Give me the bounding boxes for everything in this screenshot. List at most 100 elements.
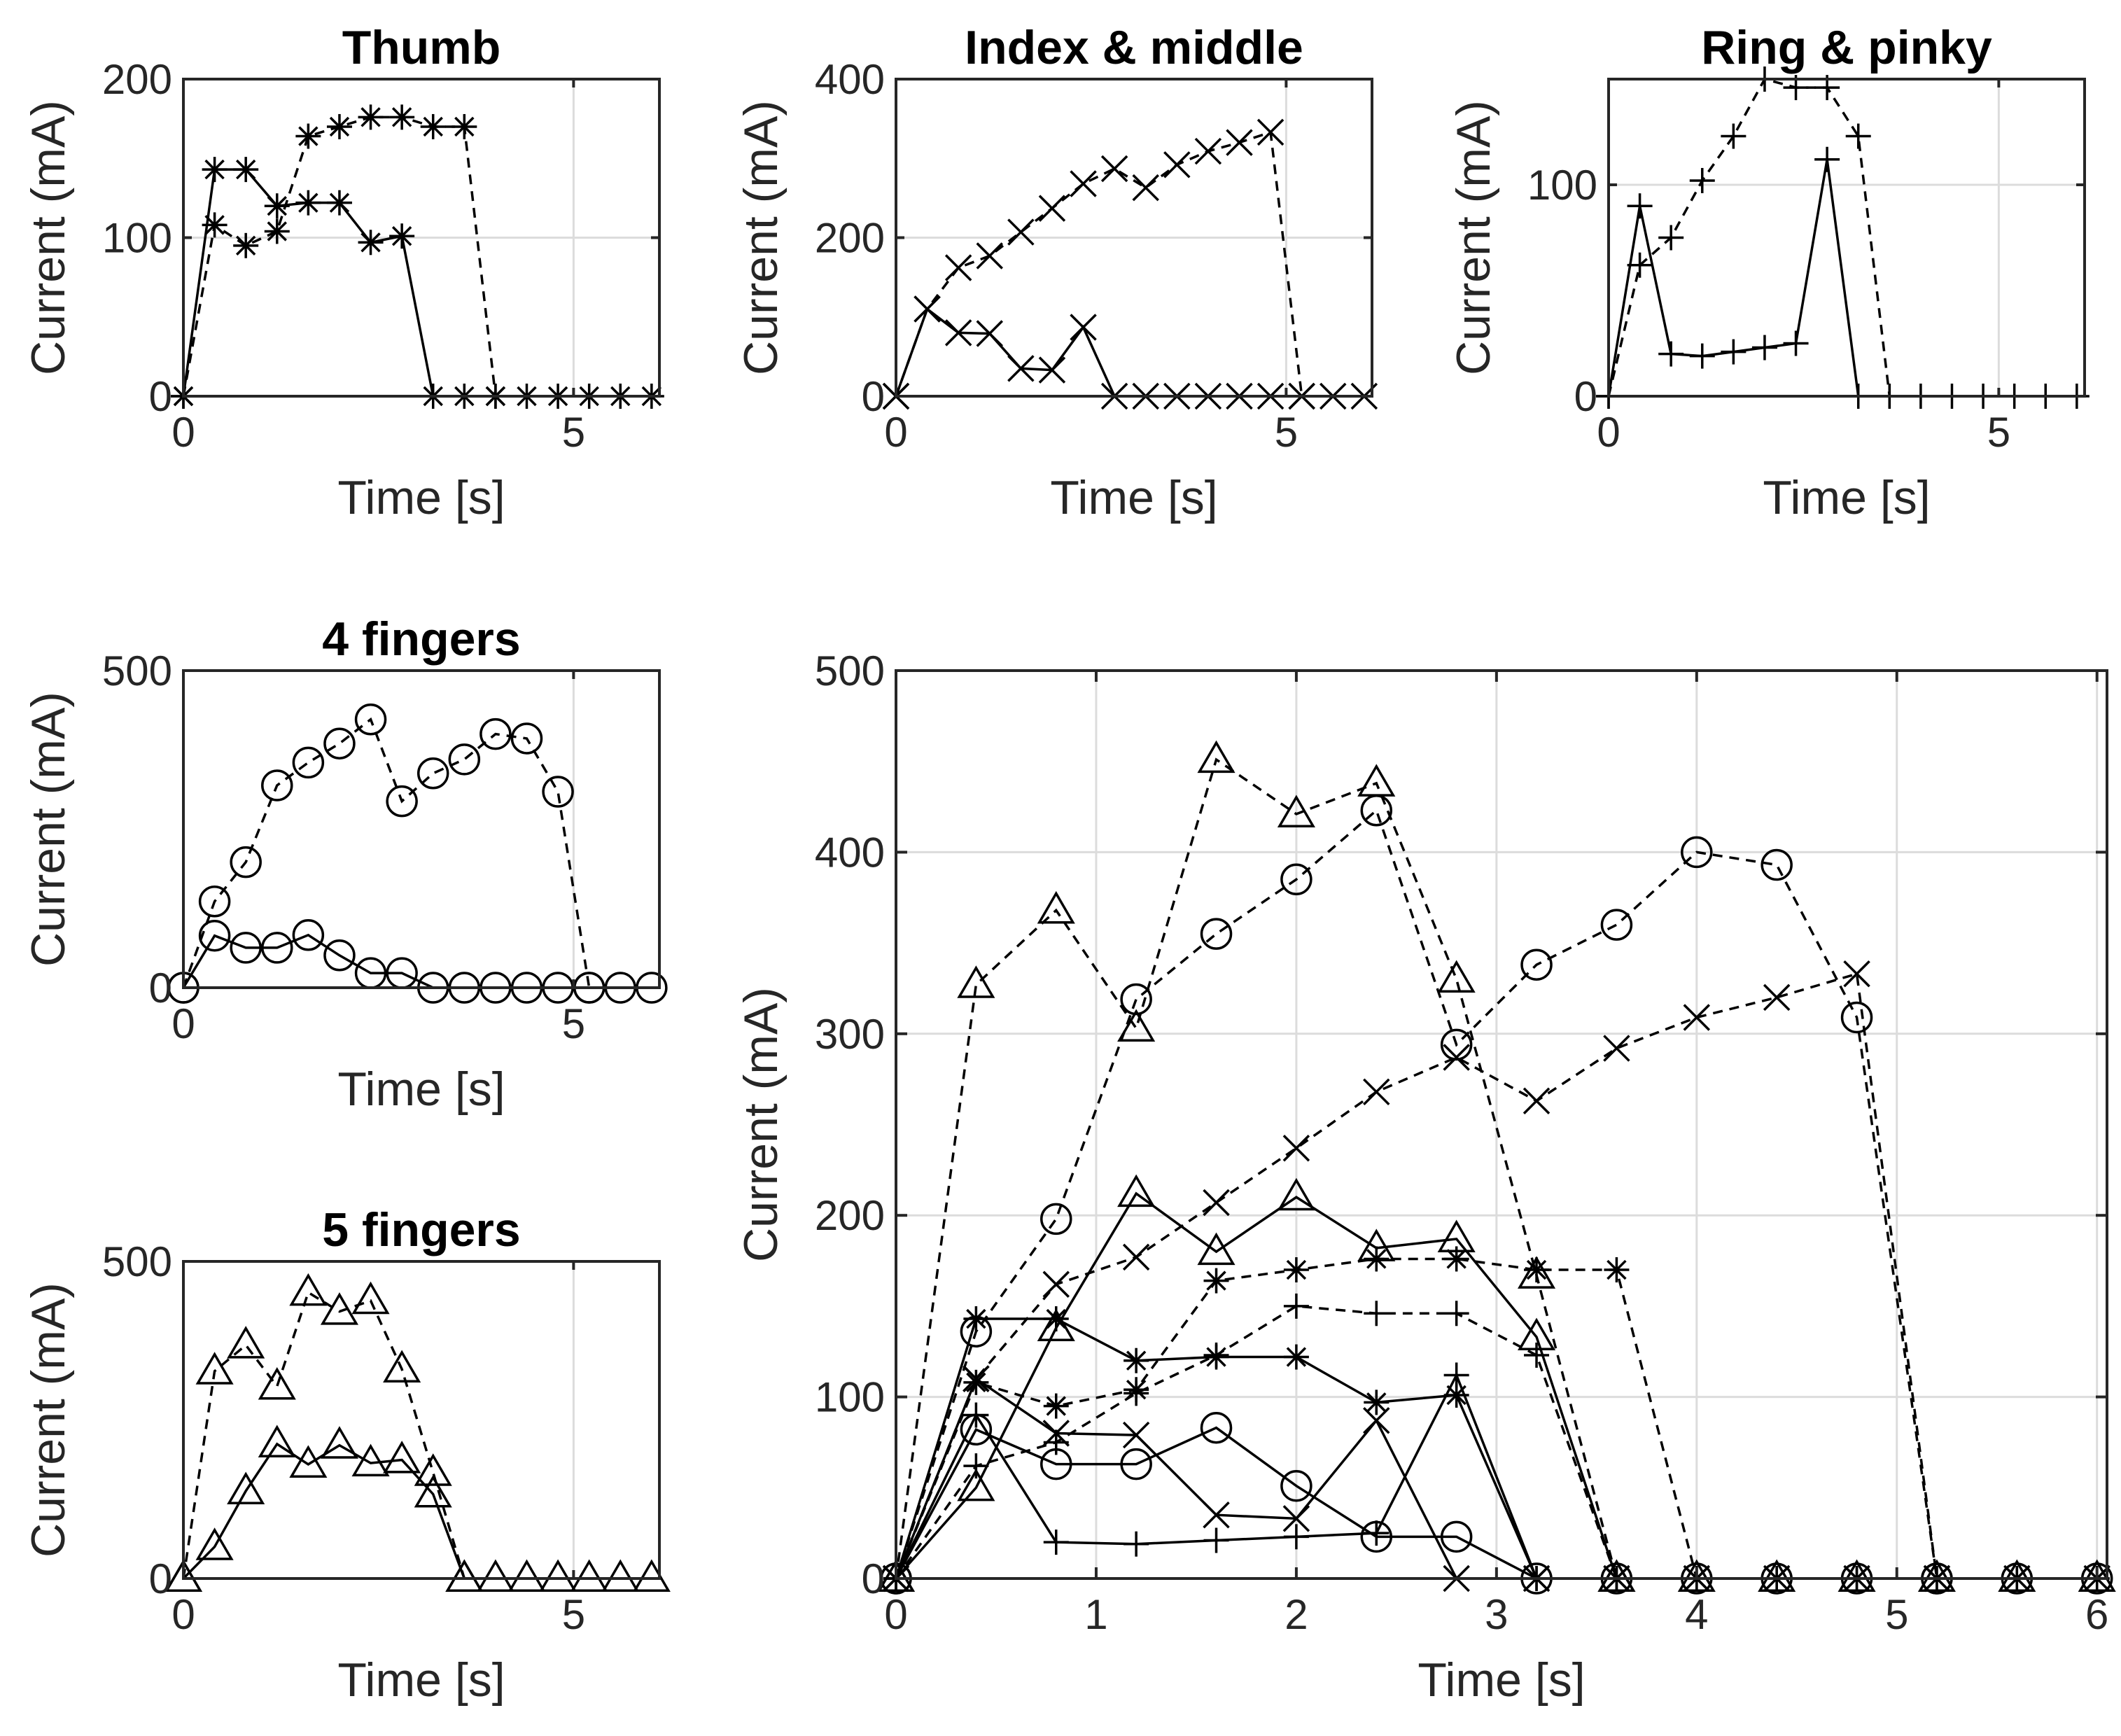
marker-triangle xyxy=(1277,1177,1315,1211)
x-axis-label: Time [s] xyxy=(1418,1653,1585,1707)
marker-x xyxy=(1038,356,1066,384)
marker-x xyxy=(1203,1501,1230,1529)
marker-circle xyxy=(386,785,418,818)
marker-asterisk xyxy=(1364,1390,1390,1415)
plot-area xyxy=(183,1261,659,1578)
y-tick-label: 200 xyxy=(815,1192,885,1239)
marker-asterisk xyxy=(451,113,477,139)
marker-asterisk xyxy=(326,113,352,139)
marker-circle xyxy=(323,939,356,972)
x-tick-label: 1 xyxy=(1084,1591,1107,1638)
series-line-ring-dashed xyxy=(1607,77,1891,397)
marker-asterisk xyxy=(1524,1257,1550,1283)
marker-triangle xyxy=(351,1281,390,1315)
marker-asterisk xyxy=(1043,1393,1069,1419)
marker-plus xyxy=(1124,1531,1149,1557)
marker-circle xyxy=(1120,983,1152,1016)
y-axis-label: Current (mA) xyxy=(1447,100,1500,375)
marker-circle xyxy=(960,1413,993,1446)
marker-triangle xyxy=(1597,1559,1636,1592)
y-tick-label: 200 xyxy=(815,215,885,262)
marker-circle xyxy=(479,718,512,750)
marker-triangle xyxy=(195,1527,234,1560)
marker-plus xyxy=(1627,252,1653,278)
marker-triangle xyxy=(1517,1317,1556,1351)
marker-x xyxy=(1226,129,1253,156)
marker-circle xyxy=(448,743,481,776)
series-group xyxy=(164,1273,671,1592)
chart-title: Index & middle xyxy=(965,21,1303,74)
marker-x xyxy=(1038,195,1066,222)
marker-asterisk xyxy=(295,123,321,149)
marker-circle xyxy=(1520,948,1553,981)
series-line-five-dashed xyxy=(895,757,1618,1579)
marker-plus xyxy=(1283,1524,1309,1550)
y-axis-label: Current (mA) xyxy=(734,987,788,1262)
marker-triangle xyxy=(1357,764,1396,797)
y-tick-label: 500 xyxy=(102,648,172,694)
marker-circle xyxy=(354,704,387,736)
marker-triangle xyxy=(2078,1559,2116,1592)
marker-plus xyxy=(1043,1429,1069,1455)
marker-asterisk xyxy=(202,157,227,183)
marker-triangle xyxy=(539,1559,578,1592)
y-tick-label: 0 xyxy=(862,373,885,420)
y-tick-label: 500 xyxy=(102,1238,172,1285)
y-tick-label: 300 xyxy=(815,1011,885,1058)
x-tick-label: 3 xyxy=(1485,1591,1508,1638)
marker-triangle xyxy=(383,1350,421,1383)
y-axis-label: Current (mA) xyxy=(22,100,75,375)
plot-area xyxy=(183,671,659,988)
marker-triangle xyxy=(1117,1174,1156,1208)
marker-triangle xyxy=(1037,1308,1075,1342)
marker-x xyxy=(1843,960,1870,988)
marker-circle xyxy=(1440,1028,1473,1061)
y-axis-label: Current (mA) xyxy=(734,100,788,375)
marker-triangle xyxy=(957,965,995,998)
marker-triangle xyxy=(320,1292,358,1325)
marker-circle xyxy=(198,919,231,952)
marker-asterisk xyxy=(202,212,227,238)
y-tick-label: 400 xyxy=(815,56,885,103)
marker-circle xyxy=(510,722,543,755)
marker-x xyxy=(913,295,941,323)
axes-box xyxy=(1607,78,2086,398)
marker-triangle xyxy=(1758,1559,1796,1592)
marker-triangle xyxy=(1277,794,1315,827)
marker-circle xyxy=(1200,1411,1233,1444)
y-tick-label: 0 xyxy=(149,965,172,1011)
x-tick-label: 0 xyxy=(172,1000,195,1047)
marker-circle xyxy=(1600,909,1633,941)
panel-four-fingers: 0 5 0 500 Time [s] Current (mA) 4 fingers xyxy=(22,612,668,1116)
y-tick-label: 500 xyxy=(815,648,885,694)
marker-triangle xyxy=(258,1424,296,1457)
marker-triangle xyxy=(1437,960,1476,993)
marker-x xyxy=(1007,355,1035,382)
marker-triangle xyxy=(1357,1228,1396,1261)
marker-asterisk xyxy=(1283,1344,1309,1370)
x-tick-label: 0 xyxy=(884,409,907,456)
x-tick-label: 5 xyxy=(562,409,585,456)
x-tick-label: 5 xyxy=(562,1591,585,1638)
marker-x xyxy=(1363,1078,1390,1106)
y-tick-label: 0 xyxy=(149,373,172,420)
y-tick-label: 0 xyxy=(149,1555,172,1602)
marker-circle xyxy=(1360,1520,1393,1553)
x-axis-label: Time [s] xyxy=(337,1653,505,1707)
marker-plus xyxy=(1627,193,1653,219)
marker-triangle xyxy=(570,1559,608,1592)
marker-asterisk xyxy=(358,104,384,130)
x-axis-label: Time [s] xyxy=(337,471,505,524)
x-tick-label: 5 xyxy=(1987,409,2010,456)
x-axis-label: Time [s] xyxy=(337,1063,505,1116)
marker-circle xyxy=(1120,1448,1152,1480)
marker-plus xyxy=(1751,335,1777,360)
series-line-index-dashed xyxy=(895,972,1938,1579)
x-tick-label: 0 xyxy=(884,1591,907,1638)
marker-circle xyxy=(960,1315,993,1348)
marker-triangle xyxy=(1517,1256,1556,1289)
marker-x xyxy=(1163,151,1191,178)
panel-five-fingers: 0 5 0 500 Time [s] Current (mA) 5 fingers xyxy=(22,1203,671,1707)
marker-plus xyxy=(1443,1362,1469,1388)
marker-circle xyxy=(323,727,356,760)
